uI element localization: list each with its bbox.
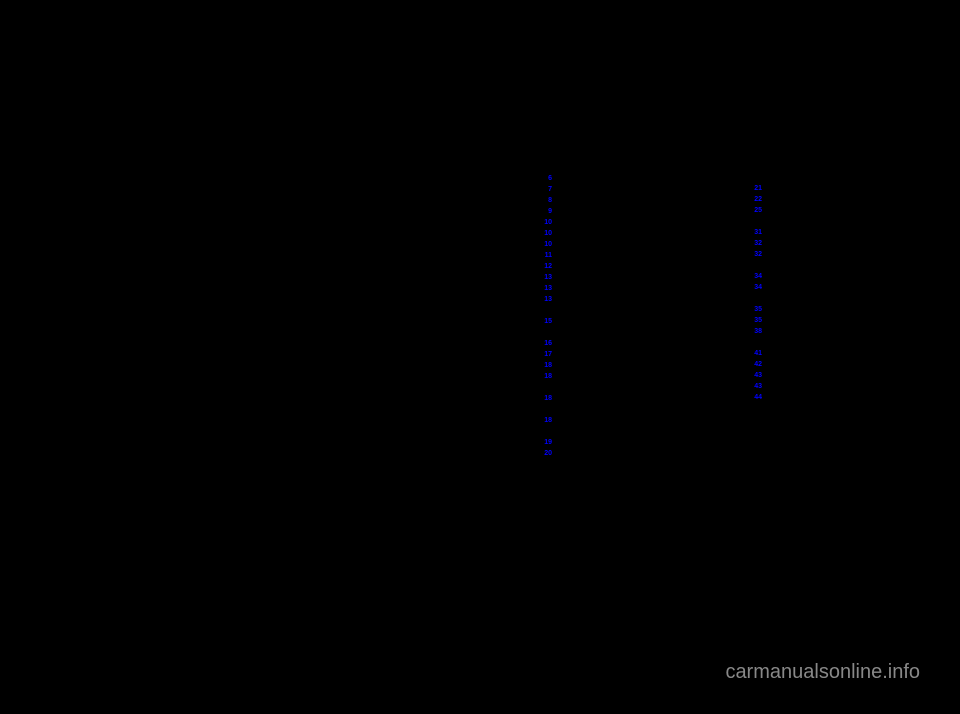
index-entry: 25	[750, 206, 910, 216]
page-number-link[interactable]: 10	[540, 229, 552, 239]
page-number-link[interactable]: 18	[540, 372, 552, 382]
page-number-link[interactable]: 34	[750, 283, 762, 293]
page-number-link[interactable]: 17	[540, 350, 552, 360]
page-number-link[interactable]: 32	[750, 239, 762, 249]
index-entry: 17	[540, 350, 700, 360]
index-entry: 19	[540, 438, 700, 448]
index-entry: 41	[750, 349, 910, 359]
page-number-link[interactable]: 25	[750, 206, 762, 216]
page-number-link[interactable]: 19	[540, 438, 552, 448]
page-number-link[interactable]: 13	[540, 295, 552, 305]
index-entry: 43	[750, 382, 910, 392]
index-entry: 20	[540, 449, 700, 459]
page-number-link[interactable]: 44	[750, 393, 762, 403]
index-entry: 10	[540, 229, 700, 239]
index-entry: 43	[750, 371, 910, 381]
index-entry: 18	[540, 394, 700, 404]
page-number-link[interactable]: 15	[540, 317, 552, 327]
page-number-link[interactable]: 18	[540, 361, 552, 371]
index-entry: 10	[540, 218, 700, 228]
page-number-link[interactable]: 10	[540, 218, 552, 228]
page-number-link[interactable]: 11	[540, 251, 552, 261]
index-entry: 42	[750, 360, 910, 370]
page-number-link[interactable]: 34	[750, 272, 762, 282]
index-entry: 11	[540, 251, 700, 261]
index-entry: 35	[750, 305, 910, 315]
page-number-link[interactable]: 18	[540, 416, 552, 426]
page-number-link[interactable]: 13	[540, 273, 552, 283]
index-entry: 31	[750, 228, 910, 238]
index-entry: 18	[540, 416, 700, 426]
index-entry: 13	[540, 273, 700, 283]
page-number-link[interactable]: 9	[540, 207, 552, 217]
page-number-link[interactable]: 35	[750, 305, 762, 315]
page-number-link[interactable]: 6	[540, 174, 552, 184]
index-entry: 16	[540, 339, 700, 349]
page-number-link[interactable]: 31	[750, 228, 762, 238]
page-number-link[interactable]: 18	[540, 394, 552, 404]
index-entry: 6	[540, 174, 700, 184]
index-entry: 22	[750, 195, 910, 205]
index-entry: 44	[750, 393, 910, 403]
index-entry: 8	[540, 196, 700, 206]
page-number-link[interactable]: 20	[540, 449, 552, 459]
document-page: 67891010101112131313151617181818181920 2…	[100, 150, 860, 570]
page-number-link[interactable]: 13	[540, 284, 552, 294]
index-entry: 10	[540, 240, 700, 250]
page-number-link[interactable]: 41	[750, 349, 762, 359]
page-number-link[interactable]: 43	[750, 371, 762, 381]
page-number-link[interactable]: 12	[540, 262, 552, 272]
index-entry: 34	[750, 283, 910, 293]
page-number-link[interactable]: 8	[540, 196, 552, 206]
page-number-link[interactable]: 10	[540, 240, 552, 250]
index-entry: 21	[750, 184, 910, 194]
watermark-text: carmanualsonline.info	[725, 661, 920, 684]
index-entry: 34	[750, 272, 910, 282]
index-entry: 18	[540, 361, 700, 371]
index-entry: 13	[540, 284, 700, 294]
index-column-2: 21222531323234343535384142434344	[750, 184, 910, 404]
page-number-link[interactable]: 16	[540, 339, 552, 349]
index-entry: 38	[750, 327, 910, 337]
index-entry: 32	[750, 250, 910, 260]
index-entry: 9	[540, 207, 700, 217]
page-number-link[interactable]: 38	[750, 327, 762, 337]
page-number-link[interactable]: 43	[750, 382, 762, 392]
index-entry: 35	[750, 316, 910, 326]
index-entry: 32	[750, 239, 910, 249]
index-column-1: 67891010101112131313151617181818181920	[540, 174, 700, 460]
index-entry: 15	[540, 317, 700, 327]
page-number-link[interactable]: 7	[540, 185, 552, 195]
page-number-link[interactable]: 21	[750, 184, 762, 194]
page-number-link[interactable]: 32	[750, 250, 762, 260]
page-number-link[interactable]: 42	[750, 360, 762, 370]
index-entry: 7	[540, 185, 700, 195]
index-entry: 13	[540, 295, 700, 305]
page-number-link[interactable]: 35	[750, 316, 762, 326]
index-entry: 12	[540, 262, 700, 272]
page-number-link[interactable]: 22	[750, 195, 762, 205]
index-entry: 18	[540, 372, 700, 382]
